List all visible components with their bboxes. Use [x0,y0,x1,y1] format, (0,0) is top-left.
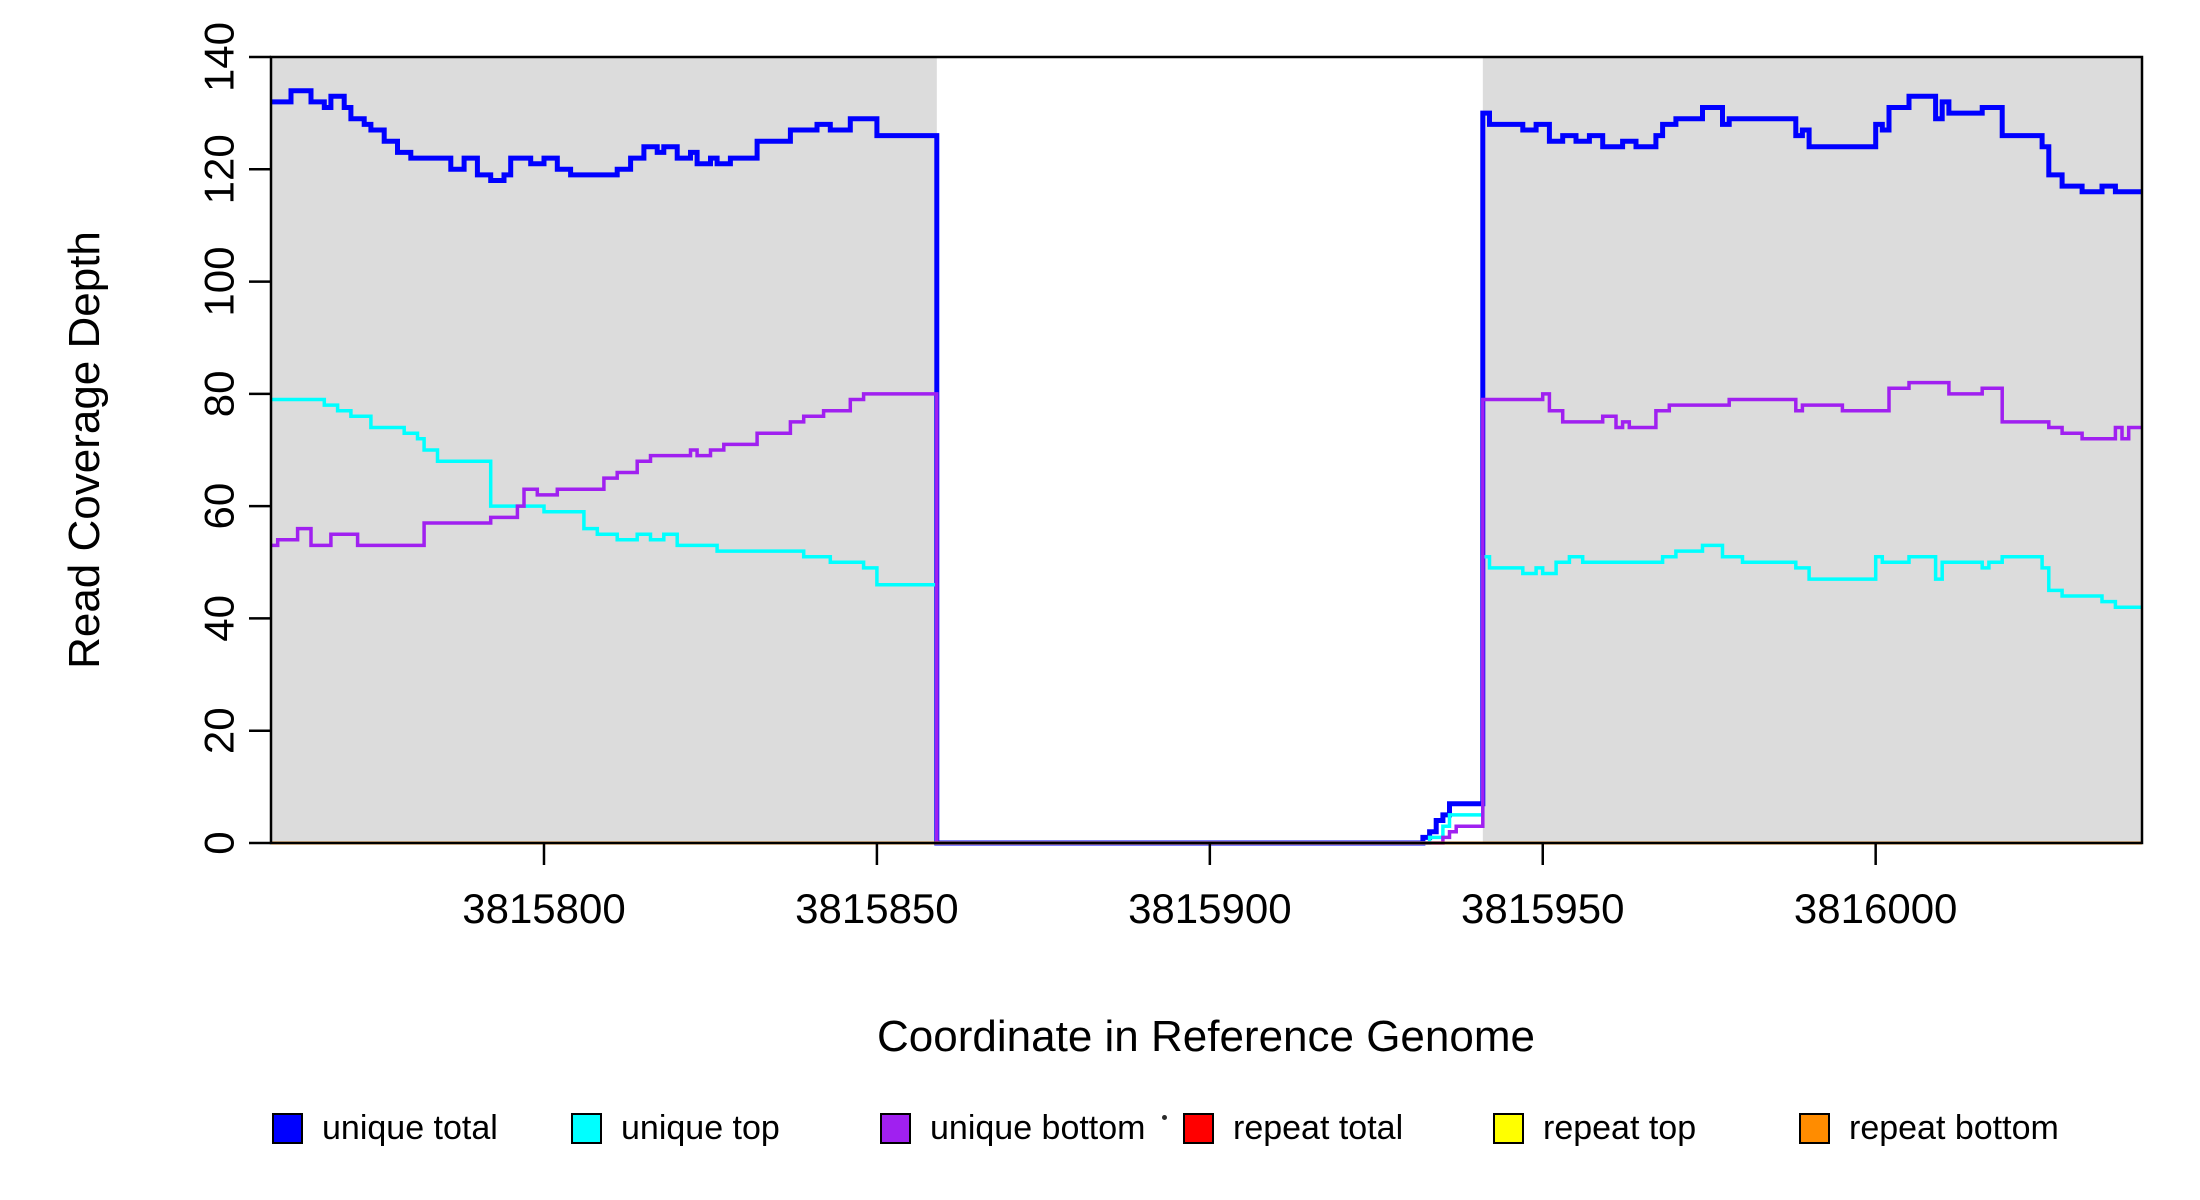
y-tick-label: 60 [196,483,243,530]
legend-label: repeat total [1233,1108,1404,1147]
legend-swatch [571,1112,602,1144]
legend-swatch [1493,1112,1524,1144]
y-tick-label: 20 [196,707,243,754]
legend-swatch [1183,1112,1214,1144]
series-line-unique-top [271,397,2142,845]
legend: unique total unique top unique bottom repea… [0,1108,2200,1158]
legend-label: unique top [621,1108,780,1147]
x-tick-label: 3816000 [1794,885,1958,932]
x-tick-label: 3815800 [462,885,626,932]
legend-item-repeat-bottom: repeat bottom [1799,1108,2059,1148]
y-tick-label: 80 [196,370,243,417]
legend-label: unique bottom [930,1108,1146,1147]
legend-item-unique-top: unique top [571,1108,780,1148]
x-axis-title: Coordinate in Reference Genome [877,1012,1535,1061]
legend-swatch [880,1112,911,1144]
legend-item-unique-bottom: unique bottom [880,1108,1146,1148]
x-tick-label: 3815900 [1128,885,1292,932]
legend-item-repeat-total: repeat total [1183,1108,1403,1148]
y-tick-label: 100 [196,247,243,317]
shaded-region [271,57,937,843]
x-tick-label: 3815850 [795,885,959,932]
y-tick-label: 120 [196,134,243,204]
y-tick-label: 140 [196,22,243,92]
series-line-unique-bottom [271,380,2142,845]
y-tick-label: 40 [196,595,243,642]
plot-box [269,55,2144,845]
y-axis-title: Read Coverage Depth [60,231,109,669]
legend-label: repeat bottom [1849,1108,2059,1147]
legend-label: repeat top [1543,1108,1697,1147]
legend-swatch [272,1112,303,1144]
legend-swatch [1799,1112,1830,1144]
x-tick-label: 3815950 [1461,885,1625,932]
shaded-region [1482,57,2142,843]
legend-label: unique total [322,1108,498,1147]
legend-item-unique-total: unique total [272,1108,498,1148]
y-tick-label: 0 [196,831,243,854]
stray-dot [1162,1115,1167,1120]
legend-item-repeat-top: repeat top [1493,1108,1696,1148]
